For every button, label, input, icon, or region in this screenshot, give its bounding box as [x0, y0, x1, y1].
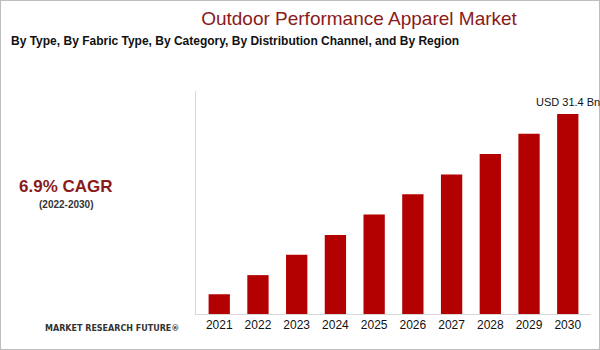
svg-text:2027: 2027 [438, 318, 465, 332]
svg-text:6.9% CAGR: 6.9% CAGR [19, 177, 113, 196]
svg-text:MARKET RESEARCH FUTURE®: MARKET RESEARCH FUTURE® [45, 324, 179, 333]
svg-text:2022: 2022 [245, 318, 272, 332]
svg-text:By Type, By Fabric Type, By Ca: By Type, By Fabric Type, By Category, By… [11, 34, 459, 48]
svg-text:(2022-2030): (2022-2030) [39, 199, 93, 210]
svg-text:2025: 2025 [361, 318, 388, 332]
svg-text:2023: 2023 [283, 318, 310, 332]
svg-text:2029: 2029 [516, 318, 543, 332]
svg-text:2021: 2021 [206, 318, 233, 332]
svg-text:2028: 2028 [477, 318, 504, 332]
svg-text:USD 31.4 Bn: USD 31.4 Bn [536, 96, 600, 108]
svg-text:2024: 2024 [322, 318, 349, 332]
svg-text:2030: 2030 [554, 318, 581, 332]
svg-text:2026: 2026 [400, 318, 427, 332]
svg-text:Outdoor Performance Apparel Ma: Outdoor Performance Apparel Market [201, 8, 517, 29]
